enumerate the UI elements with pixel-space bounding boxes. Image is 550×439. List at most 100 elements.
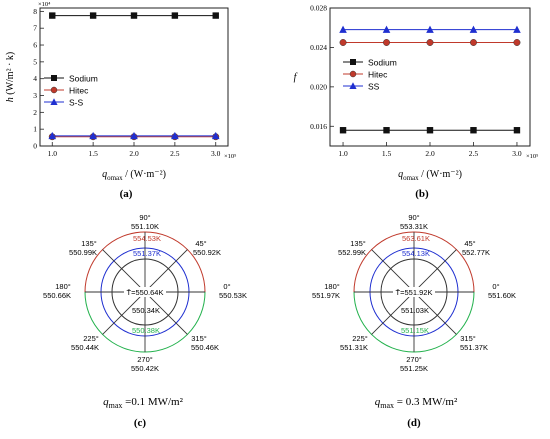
chart-c-angle-label: 225°	[83, 334, 99, 343]
chart-b-legend-label: SS	[368, 82, 380, 92]
chart-a-point	[48, 131, 57, 140]
chart-b-y-tick-label: 0.020	[310, 82, 327, 91]
chart-a-legend-marker	[50, 86, 58, 94]
chart-b-x-axis-symbol: q	[398, 169, 403, 180]
chart-c-angle-label: 180°	[55, 282, 71, 291]
chart-a-y-exponent: ×10⁴	[38, 1, 51, 8]
chart-b-y-axis-label: f	[294, 72, 298, 83]
chart-a-x-axis-subscript: omax	[107, 174, 123, 182]
chart-d-angle-label: 90°	[408, 213, 419, 222]
chart-a-x-tick-label: 1.5	[88, 149, 98, 158]
chart-c-black-label: 550.34K	[132, 306, 160, 315]
chart-b-point	[426, 25, 434, 33]
chart-b-point	[513, 127, 521, 134]
chart-b-point	[426, 39, 434, 46]
chart-b-point	[470, 127, 477, 134]
chart-d-angle-label: 225°	[352, 334, 368, 343]
chart-b-x-tick-label: 1.0	[338, 149, 348, 158]
chart-a-y-tick-label: 6	[33, 41, 37, 50]
chart-a-ticks: 1.0 1.5 2.0 2.5 3.0 0 1 2 3 4 5 6 7 8	[33, 7, 220, 158]
chart-b-legend-marker	[349, 70, 357, 78]
chart-a-y-tick-label: 5	[33, 57, 37, 66]
chart-c-angle-temp: 550.53K	[219, 291, 247, 300]
chart-b-y-tick-label: 0.016	[310, 122, 327, 131]
chart-b-legend-label: Hitec	[368, 70, 388, 80]
chart-d-angle-temp: 551.25K	[400, 364, 428, 373]
chart-b-point	[426, 127, 434, 134]
chart-a-point	[49, 12, 56, 19]
chart-a-point	[130, 12, 138, 19]
chart-c-angle-label: 135°	[81, 239, 97, 248]
chart-b-x-tick-label: 3.0	[512, 149, 522, 158]
chart-a-y-tick-label: 4	[33, 74, 37, 83]
chart-a-x-tick-label: 3.0	[211, 149, 221, 158]
chart-c-caption-subscript: max	[109, 401, 123, 410]
chart-d-angle-label: 270°	[406, 355, 422, 364]
chart-b-legend-marker	[350, 59, 356, 65]
chart-a-x-tick-label: 2.5	[170, 149, 180, 158]
chart-a-point	[171, 12, 179, 19]
chart-d-caption: qmax = 0.3 MW/m²	[375, 396, 458, 410]
chart-a-y-tick-label: 7	[33, 24, 37, 33]
chart-d-angle-temp: 551.37K	[460, 343, 488, 352]
chart-b-point	[382, 25, 391, 33]
chart-c-green-label: 550.38K	[132, 326, 160, 335]
chart-c-mean-label: T̄=550.64K	[127, 288, 164, 297]
chart-b-x-axis-label: qomax / (W·m⁻²)	[398, 169, 462, 182]
chart-a-panel-label: (a)	[120, 188, 133, 200]
chart-c-angle-label: 90°	[139, 213, 150, 222]
chart-b-point	[383, 127, 390, 134]
chart-d: 90°553.31K 45°552.77K 0°551.60K 315°551.37K…	[312, 213, 516, 429]
chart-c-angle-temp: 550.46K	[191, 343, 219, 352]
chart-d-caption-symbol: q	[375, 396, 381, 408]
chart-d-angle-temp: 551.97K	[312, 291, 340, 300]
chart-a-legend-label: Sodium	[69, 74, 98, 84]
chart-b-y-tick-label: 0.024	[310, 43, 327, 52]
chart-c: 90°551.10K 45°550.92K 0°550.53K 315°550.46K…	[43, 213, 247, 429]
chart-c-polar-diagram: 90°551.10K 45°550.92K 0°550.53K 315°550.46K…	[43, 213, 247, 373]
chart-a-point	[212, 12, 219, 19]
chart-b-legend: Sodium Hitec SS	[343, 58, 397, 92]
chart-b-point	[513, 39, 521, 46]
chart-c-angle-temp: 550.99K	[69, 248, 97, 257]
chart-b: 1.0 1.5 2.0 2.5 3.0 0.016 0.020 0.024 0.028 Sodi…	[294, 4, 539, 201]
chart-b-ticks: 1.0 1.5 2.0 2.5 3.0 0.016 0.020 0.024 0.028	[310, 4, 522, 159]
chart-b-x-axis-subscript: omax	[403, 174, 419, 182]
chart-d-angle-label: 135°	[350, 239, 366, 248]
chart-a-y-tick-label: 8	[33, 7, 37, 16]
chart-b-x-axis-unit: / (W·m⁻²)	[419, 169, 462, 180]
chart-a-y-axis-unit: (W/m² · k)	[5, 52, 16, 97]
chart-b-panel-label: (b)	[415, 188, 429, 200]
chart-a-point	[89, 12, 97, 19]
chart-a-point	[89, 131, 97, 140]
chart-a-x-axis-unit: / (W·m⁻²)	[123, 169, 166, 180]
chart-c-angle-temp: 550.44K	[71, 343, 99, 352]
chart-b-legend-label: Sodium	[368, 58, 397, 68]
chart-d-black-label: 551.03K	[401, 306, 429, 315]
chart-d-angle-label: 180°	[324, 282, 340, 291]
chart-a-x-tick-label: 2.0	[129, 149, 139, 158]
chart-a-x-tick-label: 1.0	[48, 149, 58, 158]
chart-d-polar-diagram: 90°553.31K 45°552.77K 0°551.60K 315°551.37K…	[312, 213, 516, 373]
chart-a-y-axis-symbol: h	[5, 97, 16, 102]
chart-a-point	[171, 131, 179, 140]
chart-c-red-label: 554.53K	[133, 234, 161, 243]
chart-d-angle-temp: 552.77K	[462, 248, 490, 257]
chart-c-caption: qmax =0.1 MW/m²	[103, 396, 184, 410]
chart-a-y-tick-label: 0	[33, 142, 37, 151]
chart-b-point	[469, 25, 478, 33]
chart-a-y-axis-label: h (W/m² · k)	[5, 52, 16, 102]
chart-b-x-exponent: ×10⁵	[526, 153, 538, 160]
chart-d-angle-label: 0°	[492, 282, 499, 291]
chart-b-series	[339, 25, 521, 134]
chart-b-point	[339, 127, 347, 134]
chart-b-point	[339, 25, 347, 33]
chart-a-legend-marker	[51, 75, 57, 81]
chart-b-x-tick-label: 1.5	[382, 149, 392, 158]
chart-d-angle-temp: 553.31K	[400, 222, 428, 231]
chart-b-point	[513, 25, 521, 33]
chart-d-panel-label: (d)	[407, 417, 421, 429]
chart-c-caption-symbol: q	[103, 396, 109, 408]
chart-c-angle-label: 0°	[223, 282, 230, 291]
